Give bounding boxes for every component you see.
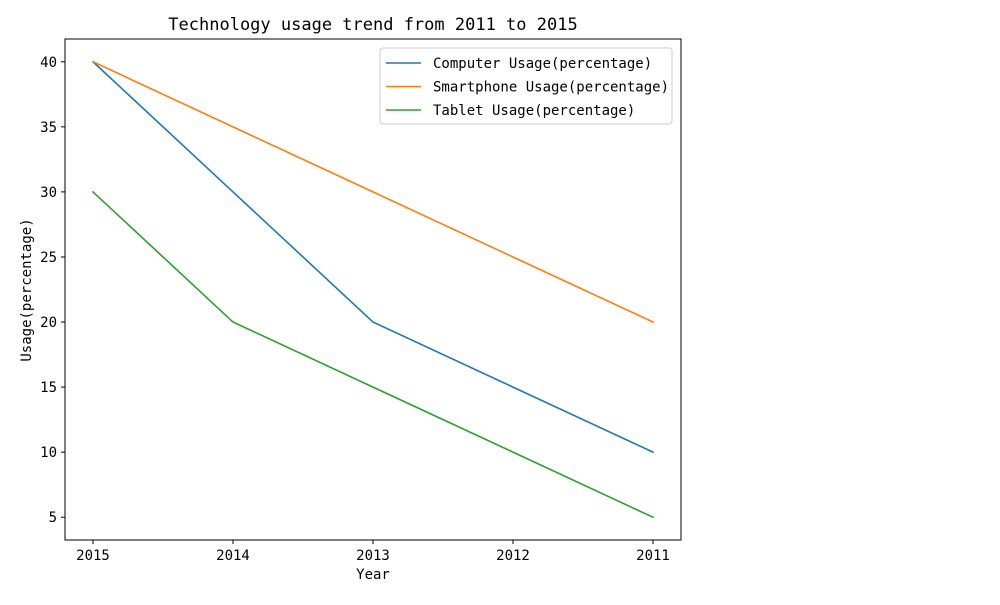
chart-title: Technology usage trend from 2011 to 2015	[168, 15, 577, 35]
y-axis: 5 10 15 20 25 30 35 40	[40, 55, 65, 526]
series-line-3	[91, 190, 655, 519]
y-tick-label: 40	[40, 55, 57, 71]
legend-label: Smartphone Usage(percentage)	[433, 80, 669, 96]
x-axis: 2015 2014 2013 2012 2011	[76, 540, 670, 564]
legend: Computer Usage(percentage) Smartphone Usa…	[379, 47, 673, 125]
x-tick-label: 2014	[216, 548, 250, 564]
series-line-1	[91, 60, 655, 454]
y-axis-label: Usage(percentage)	[19, 218, 35, 361]
y-tick-label: 20	[40, 315, 57, 331]
y-tick-label: 10	[40, 445, 57, 461]
x-tick-label: 2013	[356, 548, 390, 564]
y-tick-label: 15	[40, 380, 57, 396]
y-tick-label: 5	[49, 510, 57, 526]
legend-label: Tablet Usage(percentage)	[433, 103, 635, 119]
x-tick-label: 2011	[636, 548, 670, 564]
y-tick-label: 30	[40, 185, 57, 201]
x-axis-label: Year	[356, 567, 390, 583]
x-tick-label: 2012	[496, 548, 530, 564]
x-tick-label: 2015	[76, 548, 110, 564]
legend-label: Computer Usage(percentage)	[433, 56, 652, 72]
series-line-2	[91, 60, 655, 324]
y-tick-label: 35	[40, 120, 57, 136]
series-layer	[91, 60, 655, 519]
y-tick-label: 25	[40, 250, 57, 266]
legend-box	[379, 47, 673, 125]
